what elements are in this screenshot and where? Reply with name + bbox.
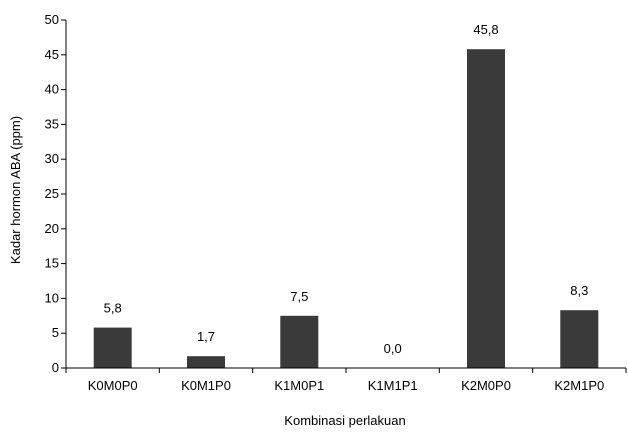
bar-k0m0p0 [93,327,132,368]
data-label-k2m0p0: 45,8 [473,22,498,37]
x-tick-label-k0m1p0: K0M1P0 [181,378,231,393]
y-tick-label-5: 5 [52,325,59,340]
y-tick-label-15: 15 [45,256,59,271]
y-tick-label-25: 25 [45,186,59,201]
bar-k0m1p0 [187,356,225,368]
data-label-k0m0p0: 5,8 [104,301,122,316]
y-tick-label-30: 30 [45,151,59,166]
x-axis-title: Kombinasi perlakuan [284,413,405,428]
y-tick-label-10: 10 [45,290,59,305]
x-tick-label-k2m0p0: K2M0P0 [461,378,511,393]
y-tick-label-20: 20 [45,221,59,236]
data-label-k0m1p0: 1,7 [197,329,215,344]
y-tick-label-50: 50 [45,12,59,27]
x-tick-label-k0m0p0: K0M0P0 [88,378,138,393]
x-tick-label-k1m0p1: K1M0P1 [274,378,324,393]
bar-k1m0p1 [280,315,319,368]
x-tick-label-k2m1p0: K2M1P0 [554,378,604,393]
data-label-k1m1p1: 0,0 [384,341,402,356]
bar-k2m0p0 [467,49,505,368]
data-label-k1m0p1: 7,5 [290,289,308,304]
y-tick-label-35: 35 [45,116,59,131]
y-tick-label-40: 40 [45,82,59,97]
y-axis-title: Kadar hormon ABA (ppm) [8,116,23,264]
data-label-k2m1p0: 8,3 [570,283,588,298]
data-labels-layer: 5,8 1,7 7,5 0,0 45,8 8,3 [104,22,589,356]
y-tick-label-45: 45 [45,47,59,62]
axes-layer: K0M0P0 K0M1P0 K1M0P1 K1M1P1 K2M0P0 K2M1P0 0 5 10… [45,12,627,393]
bar-k2m1p0 [560,310,599,368]
x-tick-label-k1m1p1: K1M1P1 [368,378,418,393]
bars-layer [93,49,599,368]
y-tick-label-0: 0 [52,360,59,375]
